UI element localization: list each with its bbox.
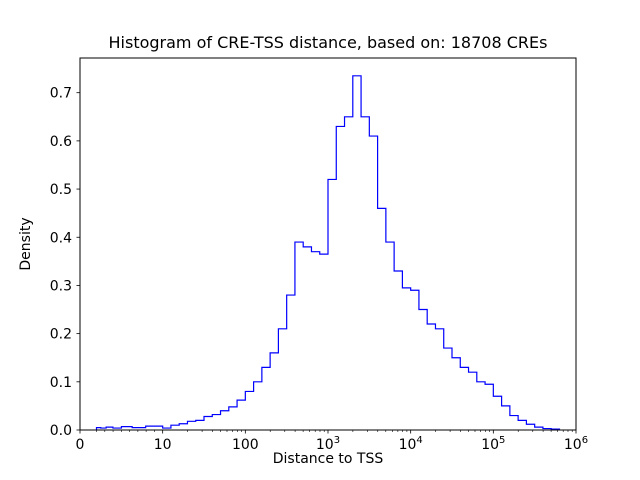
x-tick-label: 105 — [481, 435, 505, 453]
x-axis-label: Distance to TSS — [272, 451, 384, 467]
x-tick-label: 100 — [232, 437, 259, 453]
y-tick-label: 0.7 — [50, 86, 72, 102]
y-axis-label: Density — [18, 217, 34, 271]
x-tick-label: 106 — [564, 435, 588, 453]
x-tick-label: 10 — [154, 437, 172, 453]
histogram-step-line — [95, 75, 561, 430]
y-tick-label: 0.3 — [50, 278, 72, 294]
y-tick-label: 0.0 — [50, 423, 72, 439]
x-tick-label: 104 — [399, 435, 423, 453]
x-tick-label: 103 — [316, 435, 340, 453]
y-tick-label: 0.1 — [50, 375, 72, 391]
y-tick-label: 0.5 — [50, 182, 72, 198]
x-tick-label: 0 — [76, 437, 85, 453]
chart-title: Histogram of CRE-TSS distance, based on:… — [108, 33, 548, 52]
plot-frame — [79, 57, 577, 431]
y-tick-label: 0.2 — [50, 327, 72, 343]
y-tick-label: 0.6 — [50, 134, 72, 150]
y-tick-label: 0.4 — [50, 230, 72, 246]
